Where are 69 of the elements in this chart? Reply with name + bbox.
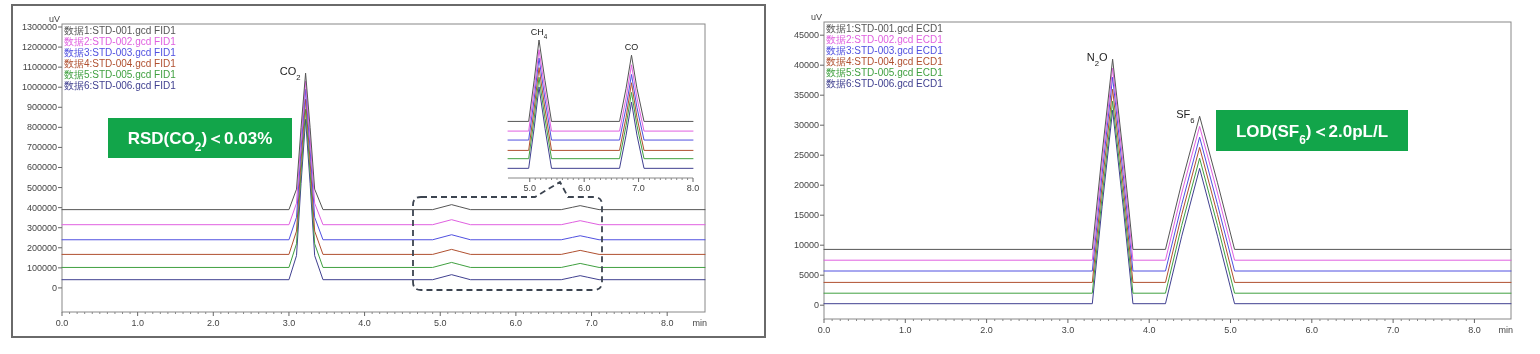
y-tick-label: 45000 (793, 30, 819, 41)
x-tick-label: 1.0 (131, 318, 144, 328)
y-tick-label: 20000 (793, 180, 819, 191)
y-tick-label: 40000 (793, 60, 819, 71)
text: 数据4:STD-004.gcd ECD1 (826, 56, 944, 67)
x-axis-title: min (1498, 325, 1513, 335)
y-tick-label: 30000 (793, 120, 819, 131)
text: 数据6:STD-006.gcd ECD1 (826, 78, 944, 89)
x-tick-label: 6.0 (1305, 325, 1319, 335)
annotation: CH$_{4}$ (530, 27, 548, 40)
x-tick-label: 6.0 (509, 318, 523, 328)
y-tick-label: 5000 (798, 270, 819, 281)
text: 数据2:STD-002.gcd FID1 (64, 36, 177, 47)
y-tick-label: 200000 (26, 242, 57, 253)
y-tick-label: 1300000 (21, 22, 57, 33)
y-tick-label: 1100000 (22, 62, 57, 73)
y-tick-label: 10000 (793, 240, 819, 251)
y-tick-label: 100000 (26, 262, 57, 273)
annotation: CO (624, 42, 639, 53)
text: 数据1:STD-001.gcd ECD1 (826, 23, 944, 34)
text: 数据3:STD-003.gcd ECD1 (826, 45, 944, 56)
text: 数据1:STD-001.gcd FID1 (64, 25, 177, 36)
y-axis-title: uV (810, 12, 822, 22)
x-tick-label: 2.0 (980, 325, 993, 335)
annotation: RSD(CO$_{2}$)＜0.03% (127, 129, 273, 154)
x-tick-label: 8.0 (686, 183, 700, 193)
x-tick-label: 7.0 (632, 183, 645, 193)
text: 数据3:STD-003.gcd FID1 (64, 47, 177, 58)
y-tick-label: 300000 (26, 222, 57, 233)
y-tick-label: 15000 (793, 210, 819, 221)
y-tick-label: 400000 (26, 202, 57, 213)
y-tick-label: 1200000 (21, 42, 57, 53)
annotation: CO$_{2}$ (279, 65, 301, 82)
annotation: LOD(SF$_{6}$)＜2.0pL/L (1235, 121, 1389, 147)
x-tick-label: 7.0 (1386, 325, 1400, 335)
x-tick-label: 8.0 (1468, 325, 1481, 335)
y-tick-label: 500000 (26, 182, 57, 193)
x-tick-label: 4.0 (358, 318, 371, 328)
x-tick-label: 7.0 (585, 318, 598, 328)
x-tick-label: 1.0 (899, 325, 912, 335)
text: 数据2:STD-002.gcd ECD1 (826, 34, 944, 45)
x-tick-label: 6.0 (577, 183, 591, 193)
x-tick-label: 5.0 (433, 318, 447, 328)
y-tick-label: 700000 (26, 142, 57, 153)
text: 数据5:STD-005.gcd ECD1 (826, 67, 944, 78)
x-tick-label: 8.0 (660, 318, 674, 328)
text: 数据4:STD-004.gcd FID1 (64, 58, 177, 69)
text: 数据6:STD-006.gcd FID1 (64, 80, 177, 91)
y-tick-label: 1000000 (21, 82, 57, 93)
y-tick-label: 900000 (26, 102, 57, 113)
x-tick-label: 2.0 (207, 318, 220, 328)
annotation: N$_{2}$O (1086, 51, 1109, 68)
annotation: SF$_{6}$ (1176, 108, 1195, 125)
y-axis-title: uV (48, 14, 60, 24)
y-tick-label: 0 (51, 282, 57, 293)
y-tick-label: 600000 (26, 162, 57, 173)
y-tick-label: 800000 (26, 122, 57, 133)
y-tick-label: 35000 (793, 90, 819, 101)
text: 数据5:STD-005.gcd FID1 (64, 69, 177, 80)
x-tick-label: 4.0 (1142, 325, 1156, 335)
y-tick-label: 0 (813, 300, 819, 311)
y-tick-label: 25000 (793, 150, 819, 161)
x-tick-label: 0.0 (55, 318, 69, 328)
x-axis-title: min (692, 318, 707, 328)
x-tick-label: 5.0 (523, 183, 537, 193)
x-tick-label: 3.0 (282, 318, 296, 328)
x-tick-label: 3.0 (1061, 325, 1075, 335)
x-tick-label: 5.0 (1224, 325, 1237, 335)
x-tick-label: 0.0 (817, 325, 831, 335)
